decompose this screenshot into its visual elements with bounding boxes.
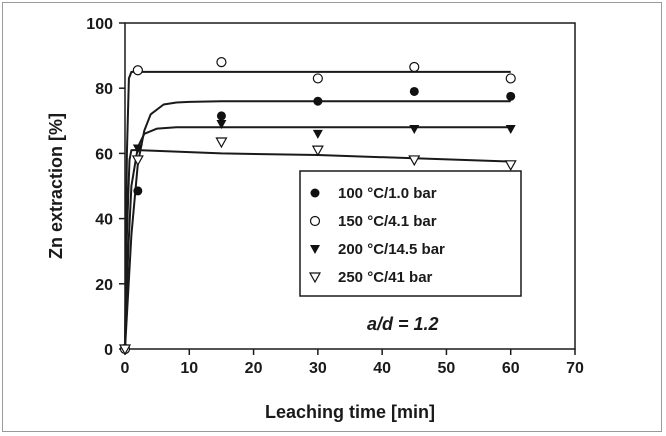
x-axis-label: Leaching time [min] [265,402,435,422]
data-point [409,61,420,73]
x-tick-label: 50 [438,360,456,377]
fit-curve [124,126,511,350]
y-axis: 0 20 40 60 80 100 [86,16,125,359]
plot-area [124,22,576,350]
data-point [409,124,420,134]
x-tick-label: 10 [180,360,198,377]
data-point [505,124,516,134]
data-point [312,129,323,139]
y-tick-label: 80 [95,81,113,98]
data-point [133,186,143,196]
x-tick-label: 70 [566,360,584,377]
x-tick-label: 0 [121,360,130,377]
data-point [216,111,226,121]
data-point [408,155,421,167]
data-point [216,57,227,68]
data-point [505,73,516,84]
data-point [131,155,144,167]
data-point [311,145,324,157]
y-tick-label: 20 [95,277,113,294]
x-tick-label: 60 [502,360,520,377]
y-tick-label: 100 [86,16,113,33]
x-tick-label: 30 [309,360,327,377]
data-point [313,96,323,106]
legend-marker [310,188,320,198]
figure-frame [2,2,662,432]
y-tick-label: 0 [104,342,113,359]
legend: 100 °C/1.0 bar 150 °C/4.1 bar 200 °C/14.5 … [308,185,445,286]
x-tick-label: 20 [245,360,263,377]
data-point [506,91,516,101]
legend-marker [310,245,320,254]
y-tick-label: 60 [95,146,113,163]
legend-label: 250 °C/41 bar [338,269,433,286]
legend-marker [308,272,322,284]
data-point [504,160,517,172]
x-tick-label: 40 [373,360,391,377]
legend-label: 100 °C/1.0 bar [338,185,437,202]
data-point [409,86,419,96]
legend-label: 150 °C/4.1 bar [338,213,437,230]
y-tick-label: 40 [95,212,113,229]
y-axis-label: Zn extraction [%] [46,113,66,259]
data-point [312,73,323,84]
data-point [216,120,227,130]
data-point [132,65,143,76]
ratio-annotation: a/d = 1.2 [367,314,439,334]
x-axis: 0 10 20 30 40 50 60 70 [121,349,584,377]
data-point [132,144,143,154]
data-points [118,57,517,356]
legend-marker [309,215,321,227]
data-point [118,344,132,356]
legend-box [299,170,522,297]
data-point [215,137,228,149]
legend-label: 200 °C/14.5 bar [338,241,445,258]
